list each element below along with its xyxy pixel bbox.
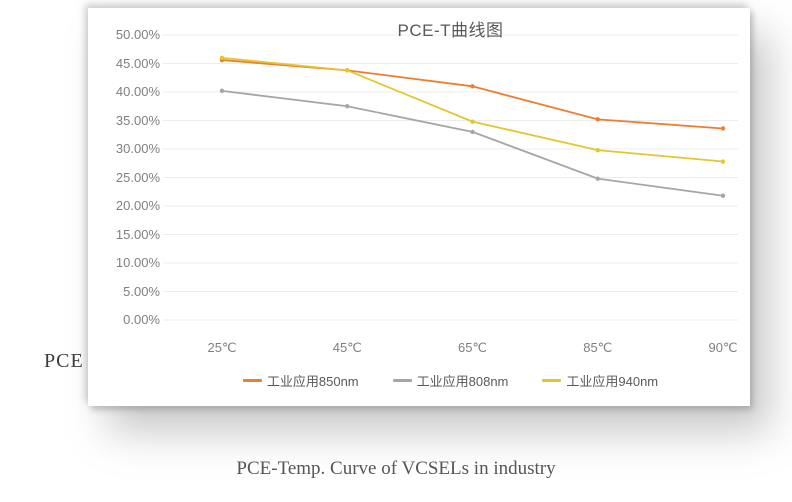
data-point-marker: [720, 159, 726, 164]
x-tick-label: 65℃: [457, 340, 488, 355]
data-point-marker: [345, 68, 350, 73]
y-tick-label: 50.00%: [115, 27, 160, 42]
y-tick-label: 40.00%: [115, 84, 160, 99]
line-chart-plot: [163, 34, 738, 321]
legend-line-swatch: [392, 379, 412, 382]
y-tick-label: 0.00%: [123, 312, 160, 327]
y-tick-label: 20.00%: [115, 198, 160, 213]
data-point-marker: [595, 176, 600, 181]
data-point-marker: [470, 84, 475, 89]
x-tick-label: 90℃: [708, 340, 738, 355]
chart-panel: PCE-T曲线图 50.00% 45.00% 40.00% 35.00% 30.00% 2…: [88, 8, 750, 406]
data-point-marker: [345, 104, 350, 109]
legend-line-swatch: [542, 379, 562, 382]
series-line: [221, 89, 724, 197]
legend-line-swatch: [242, 379, 262, 382]
legend-item: 工业应用850nm: [242, 371, 359, 390]
series-line: [221, 56, 724, 163]
data-point-marker: [470, 129, 475, 135]
legend-label: 工业应用808nm: [416, 374, 509, 389]
data-point-marker: [595, 117, 600, 122]
pce-axis-label: PCE: [44, 350, 84, 372]
y-tick-label: 5.00%: [123, 283, 160, 299]
legend-label: 工业应用850nm: [266, 374, 359, 389]
y-tick-label: 30.00%: [115, 141, 160, 156]
x-tick-label: 45℃: [332, 340, 362, 355]
data-point-marker: [219, 88, 225, 94]
data-point-marker: [219, 55, 225, 60]
x-tick-label: 25℃: [207, 340, 237, 355]
legend-item: 工业应用808nm: [392, 371, 509, 390]
legend-item: 工业应用940nm: [542, 371, 658, 390]
y-tick-label: 35.00%: [115, 112, 160, 128]
x-tick-label: 85℃: [583, 340, 613, 355]
legend-label: 工业应用940nm: [566, 374, 659, 389]
data-point-marker: [720, 126, 726, 131]
y-tick-label: 45.00%: [115, 55, 160, 71]
figure-caption: PCE-Temp. Curve of VCSELs in industry: [236, 458, 556, 479]
data-point-marker: [470, 119, 475, 124]
y-tick-label: 10.00%: [115, 255, 160, 270]
series-line: [221, 59, 724, 130]
data-point-marker: [720, 193, 726, 198]
y-tick-label: 15.00%: [115, 226, 160, 242]
chart-legend: 工业应用850nm 工业应用808nm 工业应用940nm: [163, 371, 738, 390]
chart-title: PCE-T曲线图: [397, 21, 504, 40]
y-tick-label: 25.00%: [115, 169, 160, 185]
data-point-marker: [595, 147, 600, 153]
